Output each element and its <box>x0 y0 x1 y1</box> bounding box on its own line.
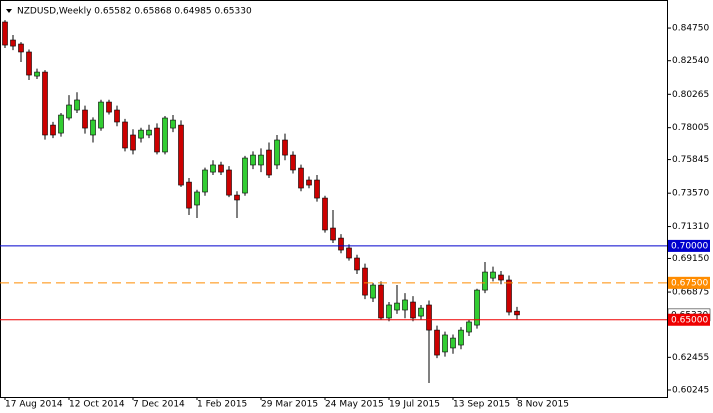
candle-body <box>306 179 312 186</box>
candle-body <box>106 101 112 113</box>
candle-body <box>378 284 384 319</box>
candle-body <box>130 134 136 151</box>
candle-body <box>210 164 216 173</box>
candle-body <box>178 124 184 186</box>
candle-body <box>466 321 472 333</box>
candle-body <box>50 124 56 136</box>
candle-body <box>194 191 200 206</box>
level-label-box <box>668 313 710 326</box>
y-tick-label: 0.69150 <box>672 254 709 264</box>
candle-body <box>82 109 88 129</box>
candle-body <box>298 167 304 189</box>
candle-body <box>266 149 272 176</box>
y-tick-label: 0.82540 <box>672 56 709 66</box>
candle-body <box>122 121 128 149</box>
candle-body <box>410 301 416 319</box>
candle-body <box>458 329 464 346</box>
candle-body <box>402 299 408 311</box>
candle-body <box>226 169 232 196</box>
menu-arrow <box>6 9 12 13</box>
candle-body <box>162 117 168 153</box>
level-label: 0.65000 <box>671 315 708 325</box>
y-tick-label: 0.78005 <box>672 123 709 133</box>
candle-body <box>242 157 248 194</box>
level-label: 0.67500 <box>671 278 708 288</box>
candle-body <box>138 129 144 139</box>
x-tick-label: 7 Dec 2014 <box>133 400 185 410</box>
candle-body <box>338 237 344 251</box>
candle-body <box>90 119 96 136</box>
candle-body <box>98 101 104 129</box>
candle-body <box>514 310 520 316</box>
x-tick-label: 24 May 2015 <box>325 400 384 410</box>
candle-body <box>482 271 488 291</box>
y-tick-label: 0.73570 <box>672 189 709 199</box>
candle-body <box>58 114 64 134</box>
candle-body <box>258 154 264 166</box>
level-label-box <box>668 276 710 289</box>
candle-body <box>450 337 456 349</box>
candle-body <box>250 154 256 166</box>
candle-body <box>314 179 320 199</box>
candle-body <box>346 247 352 259</box>
candle-body <box>418 307 424 317</box>
candle-body <box>474 289 480 326</box>
candle-body <box>186 181 192 209</box>
candle-body <box>18 43 24 53</box>
candle-body <box>434 329 440 356</box>
candle-body <box>490 271 496 279</box>
x-tick-label: 29 Mar 2015 <box>261 400 318 410</box>
candle-body <box>26 51 32 76</box>
y-tick-label: 0.80265 <box>672 90 709 100</box>
candle-body <box>498 274 504 281</box>
y-tick-label: 0.60245 <box>672 385 709 395</box>
candle-body <box>506 279 512 313</box>
candle-body <box>2 21 8 46</box>
y-tick-label: 0.84750 <box>672 24 709 34</box>
candle-body <box>218 164 224 173</box>
x-tick-label: 1 Feb 2015 <box>197 400 247 410</box>
candle-body <box>170 119 176 129</box>
candle-body <box>354 257 360 271</box>
chart-title: NZDUSD,Weekly 0.65582 0.65868 0.64985 0.… <box>17 7 252 17</box>
x-tick-label: 8 Nov 2015 <box>517 400 569 410</box>
candle-body <box>234 194 240 201</box>
y-tick-label: 0.62455 <box>672 353 709 363</box>
candle-body <box>330 227 336 241</box>
candle-body <box>370 284 376 299</box>
x-tick-label: 19 Jul 2015 <box>389 400 440 410</box>
candle-body <box>386 304 392 319</box>
candle-body <box>282 139 288 156</box>
candle-body <box>66 104 72 119</box>
candle-body <box>74 99 80 111</box>
candle-body <box>10 39 16 47</box>
y-tick-label: 0.66875 <box>672 288 709 298</box>
candle-body <box>362 267 368 296</box>
y-tick-label: 0.71310 <box>672 222 709 232</box>
candle-body <box>290 154 296 171</box>
candle-body <box>322 197 328 231</box>
x-tick-label: 13 Sep 2015 <box>453 400 510 410</box>
level-label: 0.70000 <box>671 241 708 251</box>
candle-body <box>426 304 432 331</box>
x-tick-label: 12 Oct 2014 <box>69 400 125 410</box>
candle-body <box>34 71 40 77</box>
x-tick-label: 17 Aug 2014 <box>5 400 63 410</box>
candle-body <box>154 127 160 153</box>
candle-body <box>442 334 448 353</box>
candle-body <box>42 71 48 136</box>
level-label-box <box>668 239 710 252</box>
plot-frame <box>0 0 668 398</box>
candle-body <box>202 169 208 193</box>
candle-body <box>114 109 120 123</box>
candle-body <box>274 139 280 166</box>
candle-body <box>146 129 152 136</box>
y-tick-label: 0.75845 <box>672 155 709 165</box>
candle-body <box>394 302 400 311</box>
